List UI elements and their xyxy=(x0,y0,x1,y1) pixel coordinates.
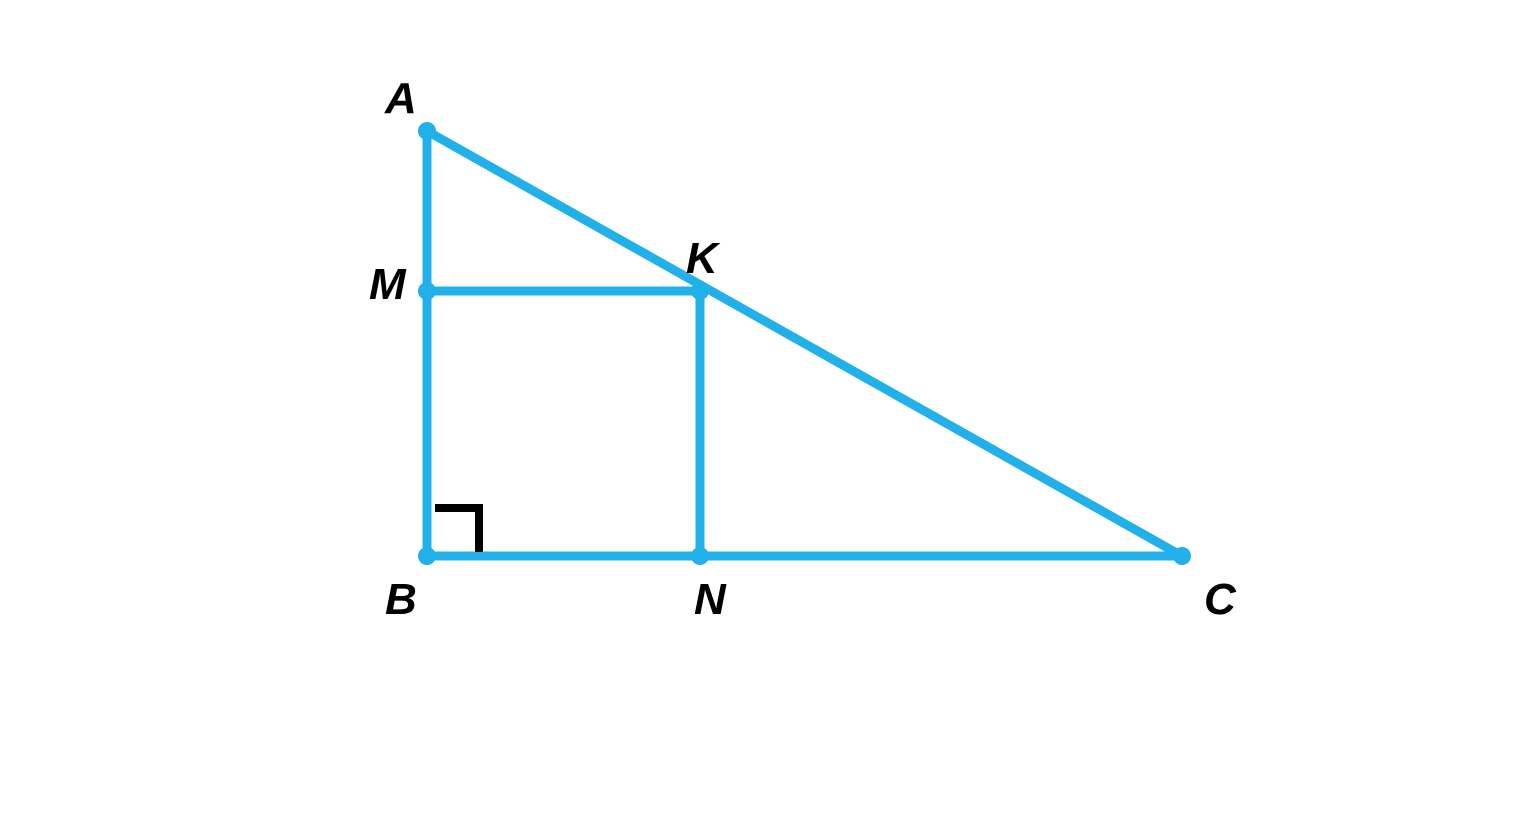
label-B: B xyxy=(385,575,417,624)
edges-layer xyxy=(427,131,1182,556)
point-C xyxy=(1173,547,1191,565)
point-K xyxy=(691,282,709,300)
label-M: M xyxy=(369,260,407,309)
label-N: N xyxy=(694,575,727,624)
point-A xyxy=(418,122,436,140)
point-N xyxy=(691,547,709,565)
right-angle-icon xyxy=(435,508,479,552)
label-K: K xyxy=(686,234,721,283)
label-A: A xyxy=(384,74,417,123)
point-M xyxy=(418,282,436,300)
edge-A-C xyxy=(427,131,1182,556)
labels-layer: A M B K N C xyxy=(369,74,1237,624)
point-B xyxy=(418,547,436,565)
label-C: C xyxy=(1204,575,1237,624)
right-angle-marker xyxy=(435,508,479,552)
geometry-diagram: A M B K N C xyxy=(0,0,1536,819)
